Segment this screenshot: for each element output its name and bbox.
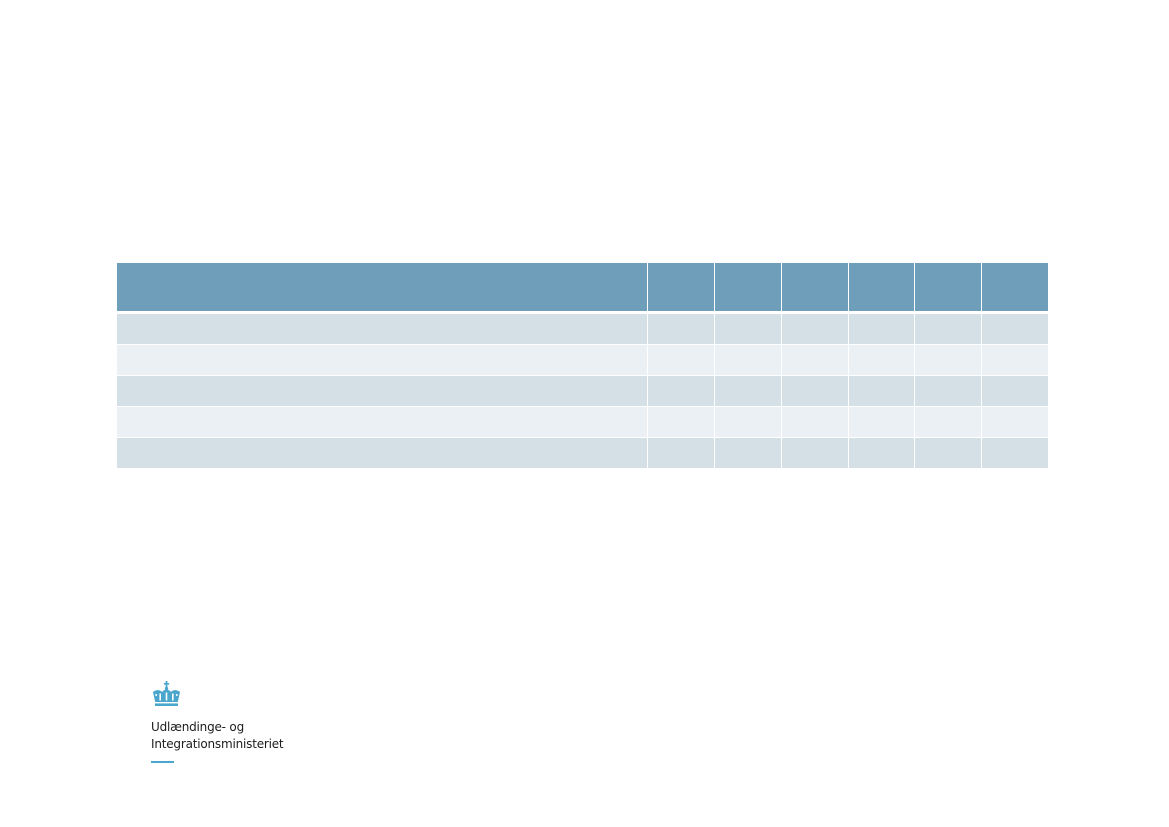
table-cell [982, 345, 1048, 376]
table-cell [915, 376, 982, 407]
crown-icon [153, 681, 180, 706]
table-cell [715, 438, 782, 468]
table-row [117, 438, 1048, 468]
table-row [117, 407, 1048, 438]
table-cell [648, 438, 715, 468]
header-cell [117, 263, 648, 314]
table-cell [782, 376, 849, 407]
table-cell [715, 376, 782, 407]
table-cell [849, 407, 915, 438]
header-cell [648, 263, 715, 314]
table-cell [982, 407, 1048, 438]
table-cell [715, 345, 782, 376]
table-cell [982, 314, 1048, 345]
table-cell [849, 376, 915, 407]
table-cell [117, 345, 648, 376]
ministry-logo: Udlændinge- og Integrationsministeriet [151, 680, 351, 763]
table-cell [782, 314, 849, 345]
table-cell [849, 314, 915, 345]
table-body [117, 314, 1048, 468]
table-cell [648, 345, 715, 376]
logo-accent-rule [151, 761, 174, 763]
header-cell [849, 263, 915, 314]
table-row [117, 376, 1048, 407]
table-cell [782, 438, 849, 468]
table-cell [915, 407, 982, 438]
header-cell [782, 263, 849, 314]
table-row [117, 345, 1048, 376]
ministry-name-line-2: Integrationsministeriet [151, 737, 284, 751]
table-cell [117, 438, 648, 468]
table-cell [982, 376, 1048, 407]
header-row [117, 263, 1048, 314]
ministry-name: Udlændinge- og Integrationsministeriet [151, 719, 351, 753]
table-cell [849, 438, 915, 468]
header-cell [915, 263, 982, 314]
table-cell [648, 314, 715, 345]
header-cell [715, 263, 782, 314]
table-cell [715, 314, 782, 345]
table-cell [915, 438, 982, 468]
table-cell [715, 407, 782, 438]
table-cell [782, 407, 849, 438]
table-cell [648, 407, 715, 438]
table-header [117, 263, 1048, 314]
data-table [117, 263, 1048, 468]
table-cell [117, 376, 648, 407]
table-cell [849, 345, 915, 376]
ministry-name-line-1: Udlændinge- og [151, 720, 244, 734]
table-cell [982, 438, 1048, 468]
table-cell [915, 345, 982, 376]
table-cell [117, 314, 648, 345]
table-row [117, 314, 1048, 345]
header-cell [982, 263, 1048, 314]
table-cell [117, 407, 648, 438]
table-cell [782, 345, 849, 376]
table-cell [915, 314, 982, 345]
table-cell [648, 376, 715, 407]
